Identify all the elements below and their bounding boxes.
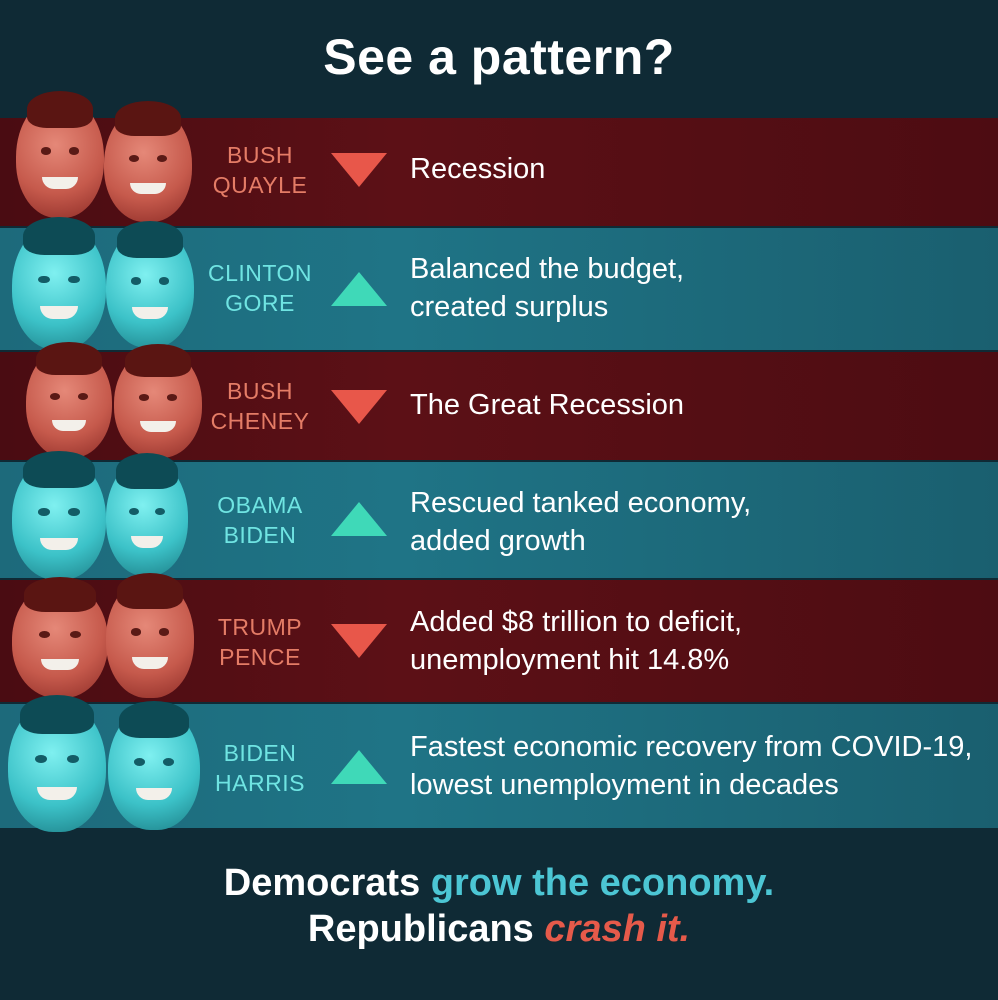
vice-president-name: CHENEY — [210, 408, 310, 434]
outcome-text: Rescued tanked economy, added growth — [410, 487, 752, 557]
vice-president-name: HARRIS — [215, 770, 305, 796]
vice-president-name: QUAYLE — [212, 172, 308, 198]
up-arrow-icon — [331, 272, 387, 306]
outcome-text: Added $8 trillion to deficit, unemployme… — [410, 606, 743, 676]
candidate-names: BUSH QUAYLE — [205, 140, 315, 200]
vice-president-name: PENCE — [219, 644, 301, 670]
portrait-right — [106, 573, 194, 698]
vice-president-name: GORE — [225, 290, 295, 316]
president-name: OBAMA — [217, 492, 303, 518]
president-name: TRUMP — [217, 614, 303, 640]
candidate-names: BIDEN HARRIS — [205, 738, 315, 798]
outcome-text: The Great Recession — [410, 389, 685, 421]
portrait-left — [16, 91, 104, 218]
outcome-text: Recession — [410, 153, 546, 185]
portrait-left — [26, 341, 112, 458]
page-title: See a pattern? — [323, 29, 675, 85]
outcome-text: Fastest economic recovery from COVID-19,… — [410, 731, 973, 801]
president-name: BIDEN — [223, 740, 297, 766]
candidate-names: TRUMP PENCE — [205, 612, 315, 672]
president-name: BUSH — [227, 378, 293, 404]
vice-president-name: BIDEN — [223, 522, 297, 548]
portrait-left — [12, 451, 106, 580]
president-name: BUSH — [227, 142, 293, 168]
down-arrow-icon — [331, 390, 387, 424]
portrait-right — [104, 101, 192, 222]
candidate-names: CLINTON GORE — [205, 258, 315, 318]
candidate-names: BUSH CHENEY — [205, 376, 315, 436]
down-arrow-icon — [331, 153, 387, 187]
portrait-right — [114, 343, 202, 458]
up-arrow-icon — [331, 750, 387, 784]
up-arrow-icon — [331, 502, 387, 536]
tagline-line-2: Republicans crash it. — [0, 906, 998, 952]
tagline-crash: crash it. — [544, 908, 691, 950]
tagline-republicans: Republicans — [307, 908, 534, 950]
outcome-text: Balanced the budget, created surplus — [410, 253, 685, 323]
portrait-right — [108, 701, 200, 830]
president-name: CLINTON — [207, 260, 313, 286]
tagline-line-1: Democrats grow the economy. — [0, 860, 998, 906]
tagline-democrats: Democrats — [223, 862, 421, 904]
tagline: Democrats grow the economy. Republicans … — [0, 860, 998, 952]
portrait-left — [12, 577, 108, 698]
tagline-grow: grow the economy. — [430, 862, 775, 904]
portrait-left — [8, 694, 106, 832]
portrait-right — [106, 221, 194, 348]
portrait-right — [106, 453, 188, 576]
portrait-left — [12, 216, 106, 350]
down-arrow-icon — [331, 624, 387, 658]
candidate-names: OBAMA BIDEN — [205, 490, 315, 550]
